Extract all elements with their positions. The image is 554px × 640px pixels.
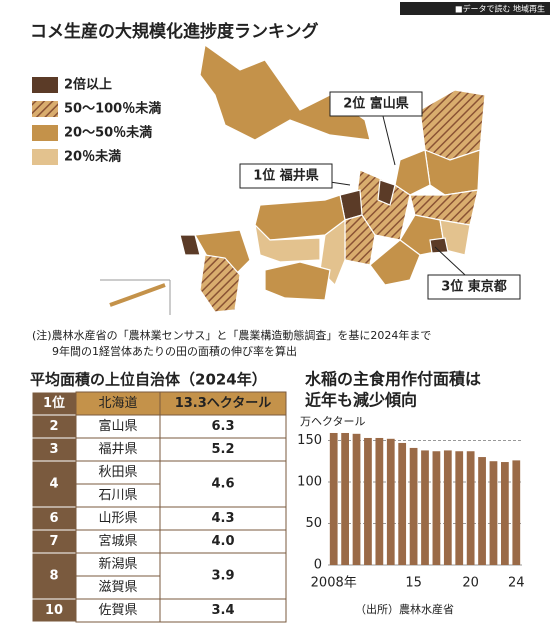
value: 13.3ヘクタール <box>175 396 272 411</box>
callout-box <box>329 91 423 117</box>
chart-title: 水稲の主食用作付面積は <box>305 370 481 389</box>
legend: 2倍以上 50〜100％未満 20〜50％未満 20％未満 <box>32 77 161 165</box>
rank: 1位 <box>43 395 65 411</box>
legend-label: 50〜100％未満 <box>64 101 161 117</box>
value: 3.4 <box>211 603 234 618</box>
value: 3.9 <box>211 569 234 584</box>
bar <box>501 462 509 565</box>
value: 6.3 <box>211 419 234 434</box>
y-tick-label: 150 <box>297 433 322 448</box>
value: 4.3 <box>211 511 234 526</box>
bar <box>375 437 384 565</box>
bar <box>478 457 486 565</box>
okinawa <box>109 283 166 307</box>
x-tick-label: 2008年 <box>311 576 357 591</box>
callout-label: 1位 福井県 <box>253 168 319 184</box>
unit: 万ヘクタール <box>300 415 366 428</box>
x-tick-label: 15 <box>405 576 422 591</box>
chart-title: 近年も減少傾向 <box>305 391 417 410</box>
value: 5.2 <box>211 442 234 457</box>
y-tick-label: 100 <box>297 474 322 489</box>
name: 北海道 <box>98 396 137 411</box>
value: 4.6 <box>211 477 234 492</box>
map-title: コメ生産の大規模化進捗度ランキング <box>30 21 319 42</box>
map <box>100 43 486 315</box>
bar <box>443 450 452 565</box>
bar <box>398 442 407 565</box>
rank: 6 <box>49 511 58 526</box>
region <box>419 89 486 161</box>
y-tick-label: 0 <box>314 558 322 573</box>
region <box>394 149 431 196</box>
bar <box>455 451 464 565</box>
bar <box>421 450 429 565</box>
region <box>254 223 321 263</box>
callout-label: 3位 東京都 <box>441 279 507 295</box>
y-tick-label: 50 <box>305 516 322 531</box>
x-tick-label: 20 <box>462 576 479 591</box>
kyushu <box>199 254 241 313</box>
hokkaido <box>199 43 371 141</box>
bar <box>329 432 338 565</box>
bar <box>409 447 418 565</box>
callout-label: 2位 富山県 <box>343 96 409 112</box>
name: 宮城県 <box>98 533 137 549</box>
rank: 4 <box>49 477 58 492</box>
value-cell <box>159 598 287 623</box>
table-title: 平均面積の上位自治体（2024年） <box>30 371 267 389</box>
bar <box>489 461 498 565</box>
name: 福井県 <box>98 442 137 457</box>
rank: 3 <box>49 442 58 457</box>
name: 富山県 <box>98 418 137 434</box>
x-tick-label: 24 <box>508 576 525 591</box>
source: （出所）農林水産省 <box>355 602 454 616</box>
bar <box>466 451 475 565</box>
bar <box>352 433 361 565</box>
region <box>377 179 396 206</box>
legend-swatch <box>32 77 58 93</box>
bar <box>341 432 349 565</box>
legend-label: 20％未満 <box>64 149 121 165</box>
legend-label: 20〜50％未満 <box>64 125 152 141</box>
rank: 7 <box>49 534 58 549</box>
bar <box>364 437 372 565</box>
name: 秋田県 <box>98 465 137 480</box>
note: 9年間の1経営体あたりの田の面積の伸び率を算出 <box>52 344 297 358</box>
region <box>369 239 421 286</box>
name: 山形県 <box>98 511 137 526</box>
name: 佐賀県 <box>98 603 137 618</box>
legend-label: 2倍以上 <box>64 77 112 93</box>
region <box>429 237 449 254</box>
callout-box <box>427 274 521 300</box>
legend-swatch <box>32 101 58 117</box>
callout-box <box>239 163 333 189</box>
legend-swatch <box>32 149 58 165</box>
banner-bg <box>400 2 550 15</box>
rank: 8 <box>49 569 58 584</box>
name: 石川県 <box>98 488 137 503</box>
bar <box>386 438 395 565</box>
legend-swatch <box>32 125 58 141</box>
rank: 10 <box>45 603 63 618</box>
bar <box>432 451 441 565</box>
bar <box>512 460 521 565</box>
callouts: 1位 福井県 2位 富山県 3位 東京都 <box>239 91 521 300</box>
value: 4.0 <box>211 534 234 549</box>
name: 滋賀県 <box>98 580 137 595</box>
value-cell <box>159 552 287 600</box>
value-cell <box>159 460 287 508</box>
rank: 2 <box>49 419 58 434</box>
note: (注)農林水産省の「農林業センサス」と「農業構造動態調査」を基に2024年まで <box>32 328 431 342</box>
name: 新潟県 <box>98 556 137 572</box>
chart: 0 50 100 150 2008年 15 20 24 <box>297 433 524 591</box>
kyushu <box>179 234 201 256</box>
shikoku <box>264 261 331 301</box>
banner: ■データで読む 地域再生 <box>455 4 545 14</box>
